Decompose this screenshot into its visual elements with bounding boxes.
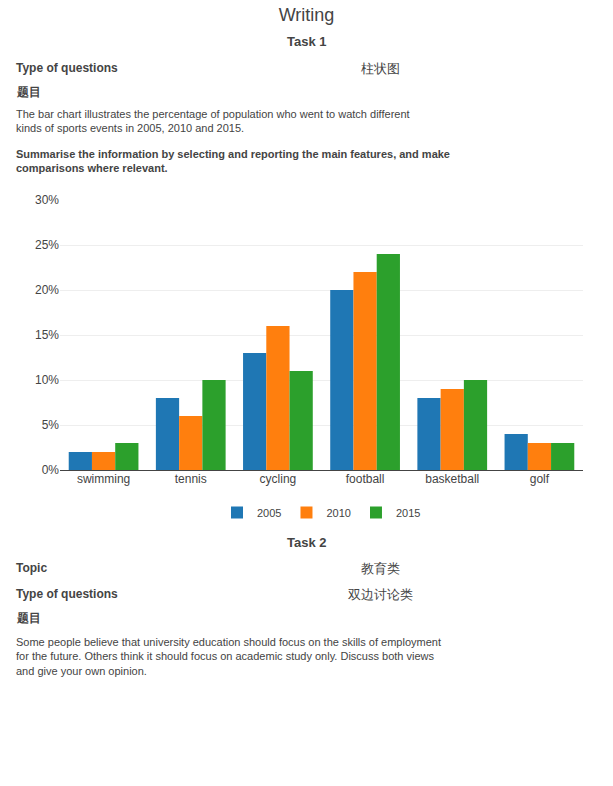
svg-text:Type of questions: Type of questions	[16, 61, 118, 75]
svg-text:2015: 2015	[396, 507, 420, 519]
svg-text:柱状图: 柱状图	[361, 61, 400, 76]
svg-text:Some people believe that unive: Some people believe that university educ…	[16, 636, 441, 677]
svg-text:双边讨论类: 双边讨论类	[348, 587, 413, 602]
svg-text:Writing: Writing	[279, 5, 335, 25]
svg-text:25%: 25%	[35, 238, 59, 252]
svg-text:football: football	[346, 472, 385, 486]
svg-text:The bar chart illustrates the: The bar chart illustrates the percentage…	[16, 108, 410, 134]
svg-text:swimming: swimming	[77, 472, 130, 486]
svg-text:cycling: cycling	[260, 472, 297, 486]
svg-text:0%: 0%	[42, 463, 60, 477]
svg-text:Task 2: Task 2	[287, 535, 327, 550]
svg-text:5%: 5%	[42, 418, 60, 432]
svg-text:题目: 题目	[16, 85, 41, 99]
svg-text:2010: 2010	[326, 507, 350, 519]
svg-text:Task 1: Task 1	[287, 34, 327, 49]
svg-text:15%: 15%	[35, 328, 59, 342]
svg-text:10%: 10%	[35, 373, 59, 387]
svg-text:题目: 题目	[16, 611, 41, 625]
svg-text:basketball: basketball	[425, 472, 479, 486]
svg-text:2005: 2005	[257, 507, 281, 519]
svg-text:20%: 20%	[35, 283, 59, 297]
svg-text:Type of questions: Type of questions	[16, 587, 118, 601]
svg-text:30%: 30%	[35, 193, 59, 207]
svg-text:Summarise the information by s: Summarise the information by selecting a…	[16, 148, 450, 174]
svg-text:Topic: Topic	[16, 561, 47, 575]
svg-text:golf: golf	[530, 472, 550, 486]
svg-text:教育类: 教育类	[361, 561, 400, 576]
svg-text:tennis: tennis	[175, 472, 207, 486]
